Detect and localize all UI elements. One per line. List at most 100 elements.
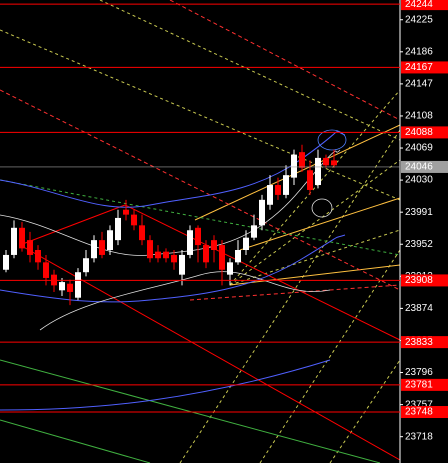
candle-body xyxy=(299,152,305,168)
fan-line xyxy=(329,359,401,463)
candle-body xyxy=(27,240,33,255)
band-far xyxy=(0,359,331,411)
candle-body xyxy=(147,240,153,259)
band-upper xyxy=(0,131,346,208)
y-tick-label: 24108 xyxy=(405,111,433,122)
channel-line xyxy=(194,124,401,221)
candle-body xyxy=(139,225,145,241)
candle-body xyxy=(171,254,177,263)
channel-line xyxy=(229,264,401,286)
candle-body xyxy=(43,262,49,278)
ma-line xyxy=(39,271,331,331)
fan-line xyxy=(229,159,401,286)
candle-body xyxy=(59,282,65,291)
candle-body xyxy=(227,262,233,275)
marker xyxy=(311,198,333,218)
level-label: 24167 xyxy=(405,62,433,73)
dashed-line xyxy=(189,284,401,301)
candle-body xyxy=(251,225,257,238)
level-box xyxy=(401,378,448,391)
y-tick-label: 24030 xyxy=(405,175,433,186)
level-box xyxy=(401,0,448,11)
candle-body xyxy=(179,254,185,275)
dashed-line xyxy=(0,89,401,291)
candle-body xyxy=(131,214,137,226)
current-label: 24046 xyxy=(405,162,433,173)
marker xyxy=(317,129,347,151)
candle-body xyxy=(243,237,249,251)
green-line xyxy=(0,179,401,256)
red-dashed xyxy=(0,0,401,301)
candle-body xyxy=(3,254,9,270)
level-box xyxy=(401,406,448,419)
candle-body xyxy=(195,227,201,246)
candle-body xyxy=(275,185,281,195)
bands xyxy=(0,131,346,411)
candle-body xyxy=(163,251,169,259)
y-tick-label: 23952 xyxy=(405,239,433,250)
candle-body xyxy=(323,157,329,166)
candle-body xyxy=(123,209,129,215)
level-box xyxy=(401,61,448,74)
level-label: 24244 xyxy=(405,0,433,10)
candle-body xyxy=(259,199,265,226)
y-tick-label: 23757 xyxy=(405,399,433,410)
candle-body xyxy=(203,245,209,263)
candle-body xyxy=(107,230,113,251)
candle-body xyxy=(187,230,193,255)
y-tick-label: 24186 xyxy=(405,46,433,57)
candle-body xyxy=(91,240,97,259)
level-box xyxy=(401,274,448,287)
y-tick-label: 23991 xyxy=(405,207,433,218)
candle-body xyxy=(267,185,273,205)
fan-line xyxy=(229,89,401,286)
candle-body xyxy=(99,240,105,255)
green-line xyxy=(0,419,151,463)
drawings xyxy=(0,0,401,463)
y-tick-label: 24147 xyxy=(405,79,433,90)
channel-line xyxy=(239,197,401,251)
fan-line xyxy=(259,249,401,463)
candle-body xyxy=(283,175,289,195)
y-tick-label: 23874 xyxy=(405,303,433,314)
fan-line xyxy=(99,0,401,141)
candle-body xyxy=(115,217,121,241)
fan-line xyxy=(179,129,401,463)
y-tick-label: 24225 xyxy=(405,14,433,25)
candle-body xyxy=(67,283,73,292)
candle-body xyxy=(35,250,41,263)
candle-body xyxy=(307,170,313,190)
level-box xyxy=(401,126,448,139)
trend-line xyxy=(124,204,401,341)
candle-body xyxy=(211,240,217,251)
candle-body xyxy=(75,272,81,298)
level-label: 24088 xyxy=(405,127,433,138)
candle-body xyxy=(291,154,297,178)
candle-body xyxy=(315,157,321,186)
band-lower xyxy=(0,234,346,303)
y-tick-label: 24069 xyxy=(405,143,433,154)
green-line xyxy=(0,359,381,463)
green-lines xyxy=(0,179,401,463)
fan-line xyxy=(0,29,401,201)
candle-body xyxy=(11,227,17,255)
candle-body xyxy=(331,160,337,166)
y-tick-label: 23796 xyxy=(405,367,433,378)
channel xyxy=(194,124,401,286)
candle-body xyxy=(19,227,25,249)
level-box xyxy=(401,336,448,349)
candle-body xyxy=(219,245,225,270)
current-box xyxy=(401,160,448,173)
fan-lines xyxy=(0,0,401,463)
candle-body xyxy=(83,258,89,273)
dashed-line xyxy=(169,0,401,121)
level-label: 23833 xyxy=(405,337,433,348)
candle-body xyxy=(235,250,241,263)
level-label: 23781 xyxy=(405,380,433,391)
level-label: 23748 xyxy=(405,407,433,418)
level-label: 23908 xyxy=(405,275,433,286)
trend-line xyxy=(19,204,126,246)
